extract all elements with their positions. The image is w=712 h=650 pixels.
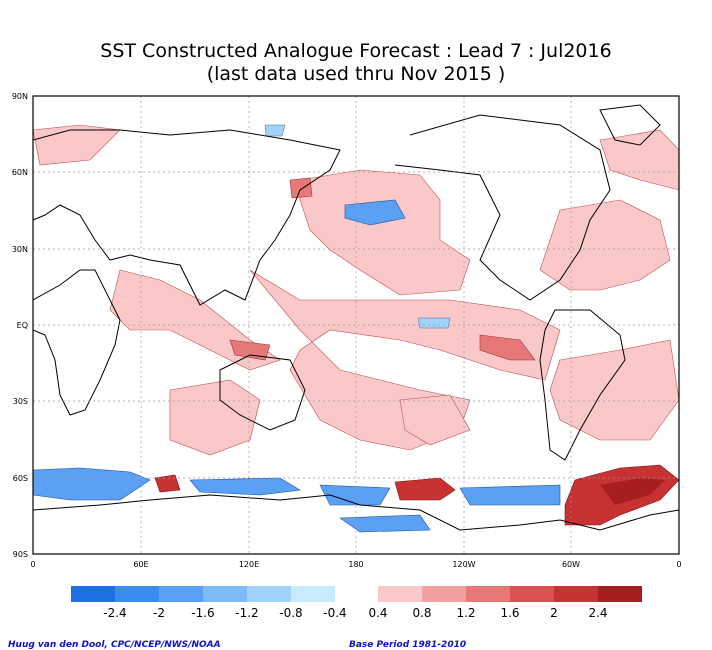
colorbar-positive — [378, 586, 642, 602]
credit-author: Huug van den Dool, CPC/NCEP/NWS/NOAA — [8, 640, 221, 650]
colorbar-tick-label: 2.4 — [588, 606, 607, 620]
anomaly-patch-south-indian — [169, 379, 261, 456]
colorbar-swatch-negative — [247, 586, 291, 602]
coast-australia — [219, 354, 306, 431]
coast-antarctica — [33, 494, 679, 531]
map-title: SST Constructed Analogue Forecast : Lead… — [100, 40, 612, 62]
colorbar-tick-label: -1.2 — [235, 606, 258, 620]
colorbar-swatch-positive — [422, 586, 466, 602]
lat-label: 30N — [12, 245, 28, 254]
colorbar-tick-label: 1.6 — [500, 606, 519, 620]
colorbar-swatch-negative — [291, 586, 335, 602]
anomaly-core-south-indian — [154, 474, 181, 493]
colorbar-labels: -2.4 -2 -1.6 -1.2 -0.8 -0.4 0.4 0.8 1.2 1.6 2 2.4 — [103, 606, 607, 620]
anomaly-core-kamchatka — [289, 177, 313, 199]
latitude-labels: 90N 60N 30N EQ 30S 60S 90S — [12, 92, 28, 559]
lon-label: 0 — [676, 560, 681, 569]
colorbar-swatch-negative — [71, 586, 115, 602]
lat-label: 90S — [13, 550, 28, 559]
coastlines — [33, 104, 679, 531]
anomaly-patch-north-atlantic — [539, 199, 671, 291]
colorbar-tick-label: 1.2 — [456, 606, 475, 620]
anomaly-negative-ross — [339, 514, 431, 533]
anomaly-core-maritime — [229, 339, 271, 361]
anomaly-weak-negative-equatorial — [417, 317, 451, 329]
colorbar-tick-label: -1.6 — [191, 606, 214, 620]
lon-label: 0 — [30, 560, 35, 569]
coast-eurasia — [33, 129, 341, 306]
lon-label: 120W — [452, 560, 475, 569]
colorbar-swatch-negative — [115, 586, 159, 602]
colorbar-tick-label: 2 — [550, 606, 558, 620]
coast-south-america — [539, 309, 626, 461]
anomaly-shading — [33, 124, 679, 533]
anomaly-weak-negative-arctic — [264, 124, 286, 137]
colorbar-tick-label: 0.8 — [412, 606, 431, 620]
colorbar-swatch-negative — [203, 586, 247, 602]
anomaly-patch-tropical-pacific — [249, 269, 561, 451]
map-frame — [32, 95, 680, 555]
lat-label: 60S — [13, 474, 28, 483]
colorbar-swatch-positive — [510, 586, 554, 602]
colorbar-swatch-positive — [466, 586, 510, 602]
grid — [33, 96, 679, 554]
lon-label: 60E — [133, 560, 148, 569]
lon-label: 60W — [562, 560, 580, 569]
colorbar: -2.4 -2 -1.6 -1.2 -0.8 -0.4 0.4 0.8 1.2 1.6 2 2.4 — [71, 586, 642, 620]
colorbar-swatch-positive — [378, 586, 422, 602]
lat-label: EQ — [17, 321, 28, 330]
map-subtitle: (last data used thru Nov 2015 ) — [206, 63, 506, 85]
colorbar-tick-label: -2.4 — [103, 606, 126, 620]
credit-base-period: Base Period 1981-2010 — [349, 640, 467, 650]
coast-greenland — [599, 104, 661, 146]
lon-label: 180 — [348, 560, 363, 569]
colorbar-tick-label: 0.4 — [368, 606, 387, 620]
anomaly-core-south-pacific — [394, 477, 456, 501]
anomaly-patch-arctic-east — [599, 129, 679, 191]
anomaly-negative-amundsen — [459, 484, 561, 506]
coast-africa — [33, 269, 121, 416]
colorbar-swatch-positive — [598, 586, 642, 602]
colorbar-negative — [71, 586, 335, 602]
coast-north-america — [394, 114, 611, 301]
anomaly-core-equatorial — [479, 334, 536, 361]
colorbar-tick-label: -2 — [153, 606, 165, 620]
colorbar-swatch-positive — [554, 586, 598, 602]
anomaly-patch-arctic — [33, 124, 121, 166]
anomaly-peak-south-atlantic — [600, 478, 665, 505]
colorbar-swatch-negative — [159, 586, 203, 602]
anomaly-negative-southern-ocean — [33, 467, 151, 501]
anomaly-patch-north-pacific — [299, 169, 471, 296]
anomaly-patch-south-atlantic — [549, 339, 679, 441]
colorbar-tick-label: -0.4 — [323, 606, 346, 620]
anomaly-negative-north-pacific — [344, 199, 406, 226]
anomaly-patch-southern-pacific — [399, 394, 471, 446]
longitude-labels: 0 60E 120E 180 120W 60W 0 — [30, 560, 681, 569]
lon-label: 120E — [239, 560, 259, 569]
lat-label: 30S — [13, 397, 28, 406]
lat-label: 60N — [12, 168, 28, 177]
colorbar-tick-label: -0.8 — [279, 606, 302, 620]
lat-label: 90N — [12, 92, 28, 101]
anomaly-negative-southern-ocean-east — [319, 484, 391, 506]
